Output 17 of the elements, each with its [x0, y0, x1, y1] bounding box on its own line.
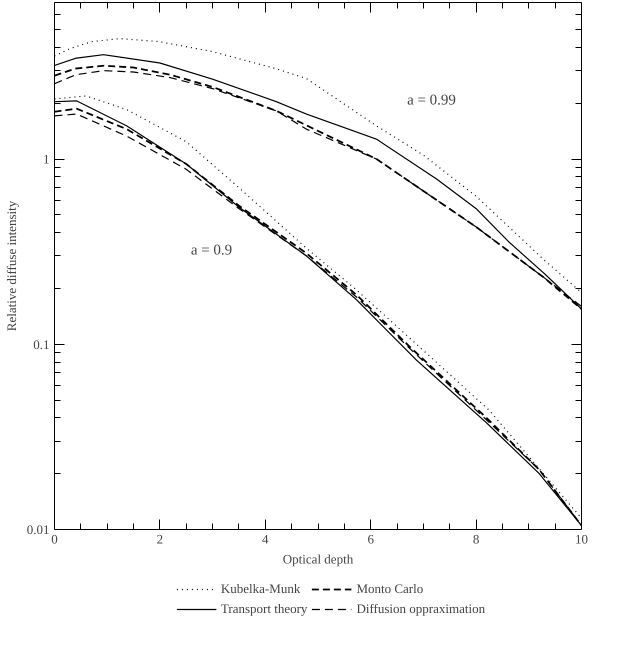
annotation: a = 0.9: [190, 242, 232, 258]
y-tick-label: 0.1: [33, 336, 50, 352]
legend-label: Transport theory: [220, 601, 308, 617]
x-tick-label: 10: [575, 532, 588, 546]
x-tick-label: 8: [472, 532, 480, 546]
y-tick-label: 1: [43, 152, 50, 167]
legend-label: Monto Carlo: [356, 581, 424, 597]
annotation: a = 0.99: [407, 92, 456, 108]
x-axis-title: Optical depth: [282, 552, 354, 566]
y-axis-title: Relative diffuse intensity: [4, 200, 19, 332]
x-tick-label: 4: [262, 532, 270, 546]
legend-label: Diffusion oppraximation: [356, 601, 486, 617]
x-tick-label: 0: [51, 532, 58, 546]
x-tick-label: 6: [367, 532, 374, 546]
x-tick-label: 2: [156, 532, 164, 546]
legend-label: Kubelka-Munk: [220, 581, 300, 597]
y-tick-label: 0.01: [26, 522, 50, 537]
